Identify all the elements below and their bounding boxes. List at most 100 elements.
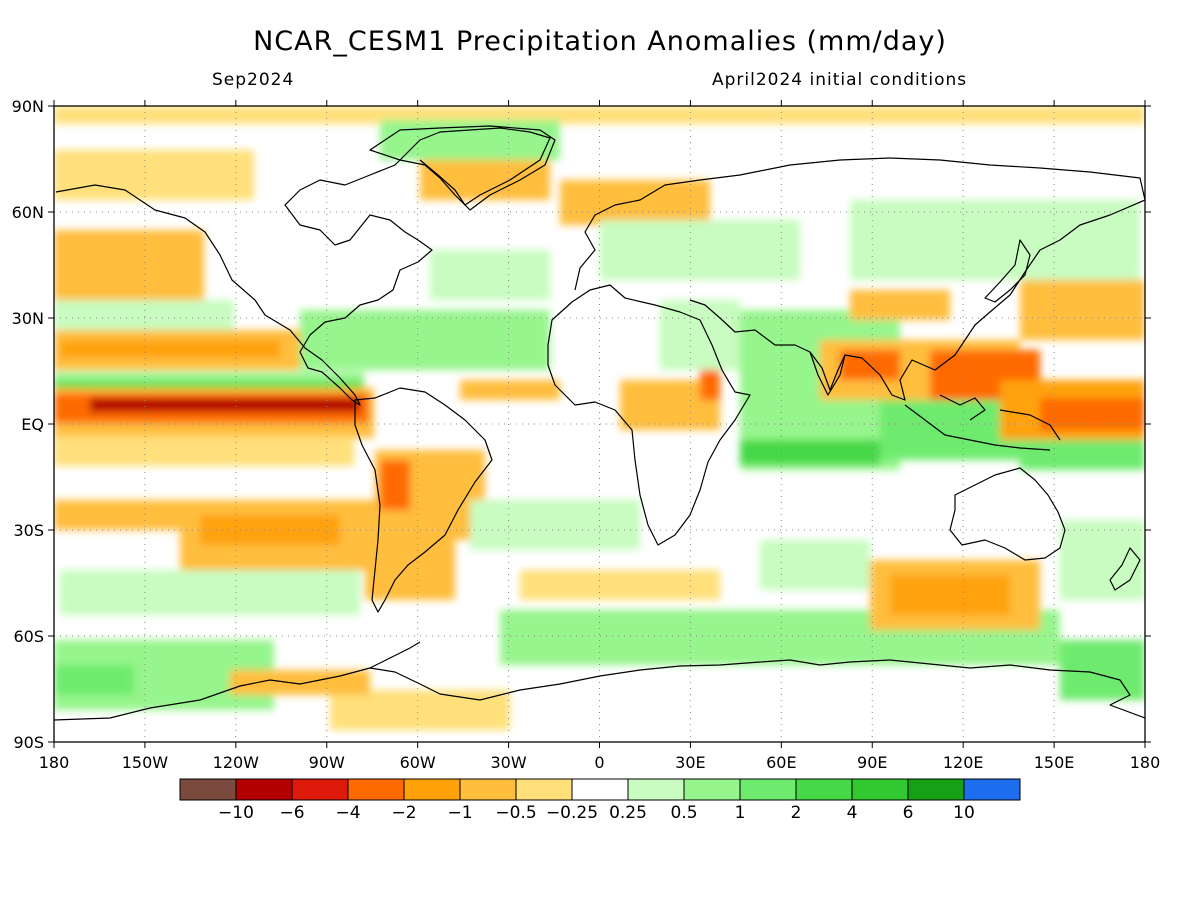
colorbar-swatch <box>515 778 573 801</box>
lat-label: 30N <box>12 309 44 328</box>
anomaly-patch <box>520 570 720 600</box>
lon-label: 90W <box>309 753 345 772</box>
coastline-maritime-continent <box>904 394 1061 451</box>
anomaly-patch <box>330 690 510 730</box>
chart-title: NCAR_CESM1 Precipitation Anomalies (mm/d… <box>253 26 947 57</box>
colorbar-swatch <box>851 778 909 801</box>
lon-label: 150W <box>122 753 169 772</box>
anomaly-patch <box>54 106 1145 124</box>
longitude-labels: 180 150W 120W 90W 60W 30W 0 30E 60E 90E 120E 150E 18… <box>39 100 1161 772</box>
anomaly-patch <box>54 500 184 530</box>
coastline-japan <box>984 239 1031 303</box>
anomaly-patch <box>54 382 364 390</box>
anomaly-patch <box>740 440 880 465</box>
colorbar-label: 10 <box>953 803 975 823</box>
anomaly-patch <box>760 540 870 590</box>
colorbar-label: −10 <box>218 803 254 823</box>
colorbar-label: −0.25 <box>546 803 598 823</box>
colorbar-label: −0.5 <box>495 803 536 823</box>
anomaly-patch <box>600 220 800 280</box>
colorbar-swatch <box>627 778 685 801</box>
anomaly-patch <box>1020 440 1145 470</box>
colorbar-swatch <box>347 778 405 801</box>
colorbar-swatch <box>963 778 1021 801</box>
coastline-india <box>809 351 846 391</box>
colorbar-label: −2 <box>391 803 416 823</box>
lon-label: 60E <box>766 753 796 772</box>
anomaly-patch <box>380 120 560 160</box>
anomaly-patch <box>60 570 360 615</box>
anomaly-patch <box>470 500 640 550</box>
colorbar-swatch <box>571 778 629 801</box>
lon-label: 120W <box>213 753 260 772</box>
anomaly-patch <box>850 200 1140 280</box>
anomaly-patch <box>54 665 134 695</box>
anomaly-patch <box>430 250 550 300</box>
coastline-antarctic-peninsula <box>369 641 421 669</box>
init-conditions-label: April2024 initial conditions <box>712 70 968 90</box>
anomaly-patch <box>1060 520 1145 600</box>
colorbar-label: −4 <box>335 803 360 823</box>
colorbar-swatch <box>459 778 517 801</box>
colorbar-label: 6 <box>903 803 914 823</box>
anomaly-patch <box>890 575 1010 615</box>
anomaly-patch <box>54 150 254 200</box>
anomaly-patch <box>460 380 560 400</box>
colorbar-label: 4 <box>847 803 858 823</box>
anomaly-patch <box>60 340 280 358</box>
colorbar-label: −6 <box>279 803 304 823</box>
anomaly-patch <box>560 180 710 225</box>
coastlines <box>54 125 1145 721</box>
anomaly-patch <box>1040 398 1145 430</box>
anomaly-patch <box>850 290 950 320</box>
coastline-south-america <box>354 387 493 613</box>
coastline-new-zealand <box>1109 547 1141 591</box>
colorbar: −10 −6 −4 −2 −1 −0.5 −0.25 0.25 0.5 1 2 4 6 10 <box>179 778 1021 823</box>
colorbar-swatch <box>907 778 965 801</box>
anomaly-patch <box>660 300 740 370</box>
anomaly-patch <box>54 436 354 466</box>
lon-label: 120E <box>943 753 984 772</box>
lon-label: 150E <box>1034 753 1075 772</box>
colorbar-swatch <box>739 778 797 801</box>
valid-month-label: Sep2024 <box>212 70 295 90</box>
colorbar-label: 2 <box>791 803 802 823</box>
colorbar-label: 0.25 <box>609 803 647 823</box>
lat-label: 90N <box>12 97 44 116</box>
colorbar-swatch <box>291 778 349 801</box>
anomaly-patch <box>90 398 360 412</box>
lon-label: 180 <box>39 753 70 772</box>
lat-label: 90S <box>13 733 44 752</box>
colorbar-label: 0.5 <box>670 803 697 823</box>
lon-label: 0 <box>594 753 604 772</box>
colorbar-label: 1 <box>735 803 746 823</box>
coastline-antarctica <box>54 659 1145 721</box>
lat-label: 60N <box>12 203 44 222</box>
colorbar-swatch <box>683 778 741 801</box>
colorbar-swatch <box>795 778 853 801</box>
lat-label: 60S <box>13 627 44 646</box>
colorbar-swatch <box>403 778 461 801</box>
anomaly-patch <box>380 460 410 510</box>
coastline-north-america <box>55 127 551 406</box>
anomaly-field <box>54 106 1145 742</box>
anomaly-patch <box>1060 640 1145 700</box>
lon-label: 30W <box>490 753 526 772</box>
lon-label: 90E <box>857 753 887 772</box>
lat-label: 30S <box>13 521 44 540</box>
lon-label: 60W <box>400 753 436 772</box>
anomaly-patch <box>54 300 234 330</box>
coastline-eurasia <box>574 157 1145 401</box>
coastline-greenland <box>369 125 556 211</box>
lon-label: 180 <box>1130 753 1161 772</box>
colorbar-label: −1 <box>447 803 472 823</box>
colorbar-swatch <box>235 778 293 801</box>
lat-label: EQ <box>21 415 44 434</box>
map-gridlines <box>54 106 1145 742</box>
coastline-africa-eurasia <box>547 284 751 546</box>
lon-label: 30E <box>675 753 705 772</box>
anomaly-patch <box>54 230 204 300</box>
coastline-australia <box>949 467 1066 561</box>
anomaly-patch <box>1020 280 1145 340</box>
